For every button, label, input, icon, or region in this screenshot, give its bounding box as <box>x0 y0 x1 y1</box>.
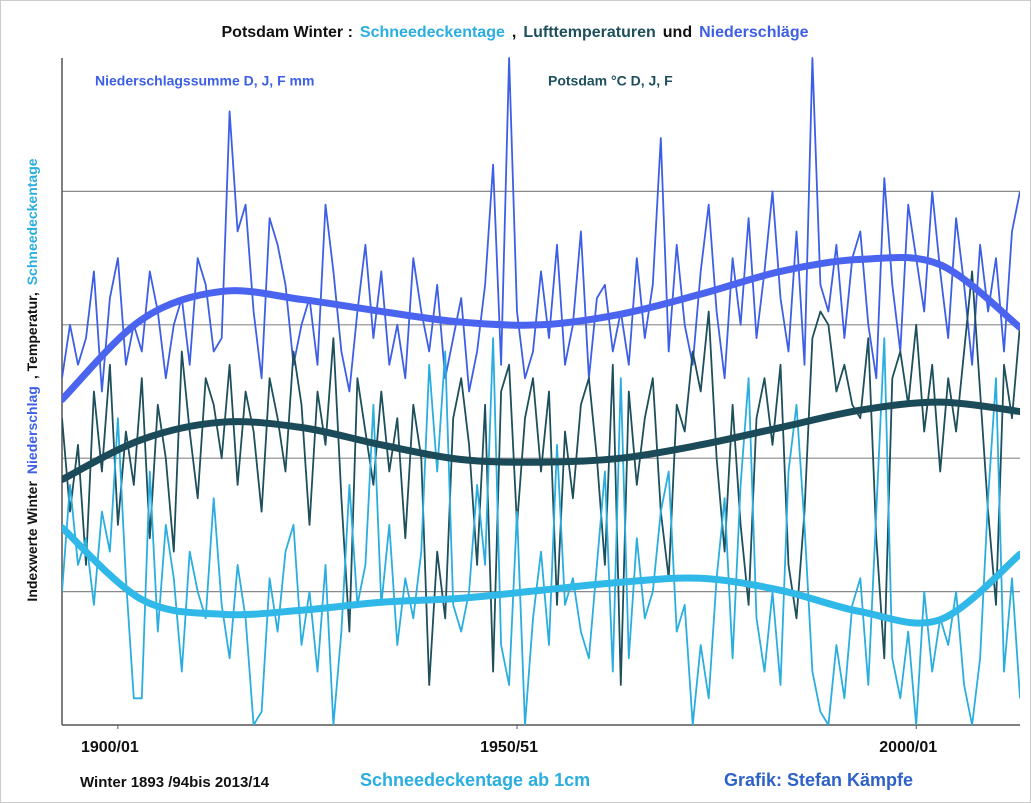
trend-line <box>62 398 1020 484</box>
footer-text: Schneedeckentage ab 1cm <box>360 770 590 790</box>
chart-title: Potsdam Winter : Schneedeckentage, Lufttem… <box>222 24 809 41</box>
series-line <box>62 57 1020 393</box>
chart-title-part: Niederschläge <box>699 24 808 41</box>
x-tick-label: 2000/01 <box>879 739 937 756</box>
footer-text: Grafik: Stefan Kämpfe <box>724 770 913 790</box>
chart-title-part: Schneedeckentage <box>360 24 505 41</box>
plot <box>62 57 1020 725</box>
series-line <box>62 337 1020 725</box>
trend-line <box>62 253 1020 404</box>
x-tick-label: 1900/01 <box>81 739 139 756</box>
x-tick-label: 1950/51 <box>480 739 538 756</box>
chart-title-part: , <box>512 24 516 41</box>
footer-text: Winter 1893 /94bis 2013/14 <box>80 774 270 791</box>
annotation: Niederschlagssumme D, J, F mm <box>95 73 314 89</box>
chart-title-part: Lufttemperaturen <box>523 24 655 41</box>
y-axis-label-part: , Temperatur, <box>24 292 40 379</box>
y-axis-label-part: Schneedeckentage <box>24 158 40 285</box>
annotation: Potsdam °C D, J, F <box>548 73 673 89</box>
chart-title-part: Potsdam Winter : <box>222 24 353 41</box>
series-line <box>62 270 1020 686</box>
y-axis-label-part: Niederschlag <box>24 386 40 474</box>
chart-title-part: und <box>663 24 692 41</box>
y-axis-label: Indexwerte Winter Niederschlag , Temperatu… <box>24 158 40 601</box>
y-axis-label-part: Indexwerte Winter <box>24 481 40 602</box>
trend-line <box>62 524 1020 627</box>
